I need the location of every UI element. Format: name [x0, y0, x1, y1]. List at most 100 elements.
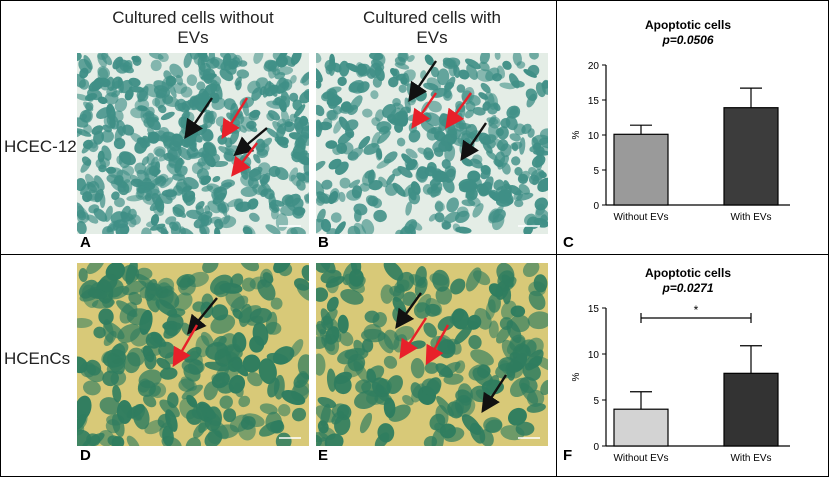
cell — [465, 267, 482, 292]
cell — [301, 71, 309, 86]
cell — [249, 212, 260, 222]
cell — [187, 271, 209, 288]
cell — [502, 60, 512, 70]
cell — [270, 297, 283, 310]
cell — [182, 185, 193, 192]
cell — [488, 320, 499, 339]
cell — [437, 68, 450, 86]
cell — [290, 226, 306, 234]
cell-cluster — [316, 53, 548, 234]
cell — [188, 359, 204, 375]
cell — [488, 283, 504, 298]
cell — [408, 129, 421, 143]
cell — [303, 158, 309, 176]
cell-cluster — [77, 53, 309, 234]
cell — [382, 104, 397, 119]
cell — [167, 392, 179, 409]
cell — [516, 61, 526, 69]
cell — [112, 384, 122, 403]
cell — [212, 160, 229, 168]
cell — [265, 224, 281, 234]
cell — [238, 395, 251, 408]
cell — [299, 115, 309, 127]
micrograph-a-hcec12-without-evs — [77, 53, 309, 234]
cell — [247, 315, 264, 326]
cell — [131, 55, 140, 63]
cell — [223, 408, 237, 423]
cell — [172, 173, 185, 181]
cell — [257, 162, 271, 175]
cell — [205, 109, 216, 125]
cell — [528, 356, 543, 369]
cell — [142, 194, 156, 205]
cell — [376, 158, 391, 169]
cell — [87, 289, 108, 300]
cell — [104, 205, 113, 222]
cell — [266, 127, 280, 139]
cell — [356, 63, 368, 76]
cell — [349, 95, 363, 111]
micrograph-image — [316, 53, 548, 234]
cell — [329, 53, 335, 67]
cell — [167, 146, 182, 161]
cell — [316, 53, 322, 63]
cell — [527, 128, 535, 138]
cell — [392, 98, 401, 107]
cell — [386, 173, 396, 185]
cell — [113, 175, 124, 185]
cell — [372, 312, 387, 328]
cell — [248, 124, 258, 133]
cell — [185, 437, 201, 446]
cell — [370, 90, 379, 100]
micrograph-image — [77, 53, 309, 234]
black-arrow — [233, 127, 268, 157]
cell — [478, 132, 492, 145]
black-arrow — [481, 374, 508, 414]
cell — [337, 314, 349, 334]
cell — [367, 195, 379, 207]
cell — [390, 67, 398, 76]
cell — [154, 197, 165, 213]
cell — [156, 357, 171, 370]
cell — [424, 54, 434, 66]
cell — [183, 53, 192, 69]
cell-cluster — [77, 263, 309, 446]
cell — [130, 132, 145, 145]
x-tick-label: With EVs — [730, 453, 771, 464]
cell — [465, 101, 476, 112]
cell — [511, 80, 525, 88]
cell — [217, 382, 234, 394]
cell — [455, 226, 472, 234]
y-tick-label: 5 — [593, 166, 599, 177]
y-axis-label: % — [571, 130, 582, 139]
cell — [101, 145, 112, 161]
y-tick-label: 0 — [593, 201, 599, 212]
cell — [456, 206, 469, 218]
cell — [111, 90, 121, 98]
cell — [358, 136, 371, 150]
cell — [160, 225, 168, 234]
cell — [128, 291, 143, 306]
cell — [436, 395, 454, 417]
cell — [226, 198, 244, 208]
bar-with-evs — [723, 372, 779, 447]
cell — [378, 125, 390, 135]
micrograph-image — [77, 263, 309, 446]
cell — [427, 100, 442, 113]
cell — [434, 201, 445, 212]
panel-letter-c: C — [563, 234, 574, 251]
cell — [292, 99, 303, 111]
panel-letter-b: B — [318, 234, 329, 251]
cell — [118, 151, 136, 166]
cell — [423, 322, 437, 338]
cell — [274, 167, 289, 181]
cell — [159, 399, 180, 418]
cell — [539, 128, 548, 139]
row-label-hcec12: HCEC-12 — [4, 137, 77, 156]
cell — [87, 192, 103, 201]
cell — [198, 62, 211, 77]
cell — [443, 88, 452, 99]
cell — [288, 132, 303, 140]
cell — [82, 432, 105, 446]
cell — [430, 182, 443, 198]
